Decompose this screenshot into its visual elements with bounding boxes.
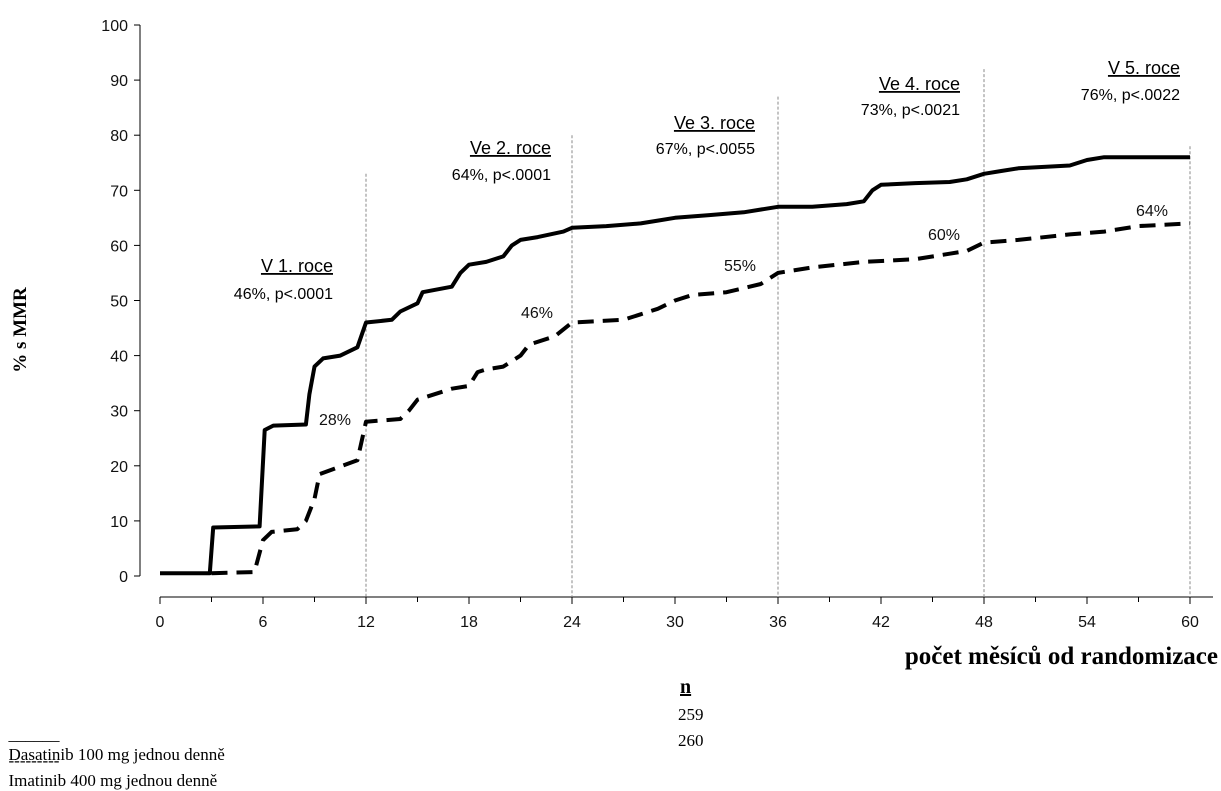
x-tick-label-42: 42 [872, 614, 890, 631]
year-annotation-title-4: Ve 4. roce [879, 74, 960, 94]
mmr-line-chart: 0 10 20 30 40 50 60 70 80 90 100 0 6 12 18 24 30 36 42 48 54… [10, 18, 1218, 670]
year-annotation-title-2: Ve 2. roce [470, 138, 551, 158]
y-tick-label-30: 30 [110, 404, 128, 421]
x-tick-label-18: 18 [460, 614, 478, 631]
y-tick-label-70: 70 [110, 183, 128, 200]
axes: 0 10 20 30 40 50 60 70 80 90 100 0 6 12 18 24 30 36 42 48 54… [101, 18, 1213, 631]
imatinib-pct-label-3: 55% [724, 258, 756, 275]
x-tick-label-30: 30 [666, 614, 684, 631]
series-line-imatinib [211, 221, 1191, 576]
year-annotation-title-3: Ve 3. roce [674, 113, 755, 133]
year-divider-lines [365, 69, 1191, 597]
year-annotation-text-4: 73%, p<.0021 [861, 102, 960, 119]
y-tick-label-20: 20 [110, 459, 128, 476]
year-annotation-text-5: 76%, p<.0022 [1081, 87, 1180, 104]
y-tick-label-40: 40 [110, 349, 128, 366]
year-annotation-text-3: 67%, p<.0055 [656, 141, 755, 158]
year-annotation-text-1: 46%, p<.0001 [234, 286, 333, 303]
y-tick-label-0: 0 [119, 569, 128, 586]
x-tick-label-6: 6 [259, 614, 268, 631]
legend-n-imatinib: 260 [678, 731, 704, 750]
x-tick-label-54: 54 [1078, 614, 1096, 631]
imatinib-pct-label-1: 28% [319, 412, 351, 429]
y-axis-title: % s MMR [10, 287, 31, 373]
x-tick-label-0: 0 [156, 614, 165, 631]
legend-line-solid: ______ [8, 725, 60, 744]
x-tick-label-12: 12 [357, 614, 375, 631]
year-annotations: V 1. roce 46%, p<.0001 Ve 2. roce 64%, p<.0… [234, 58, 1180, 303]
y-tick-label-80: 80 [110, 128, 128, 145]
legend-item-imatinib: --------- Imatinib 400 mg jednou denně [0, 731, 218, 791]
legend-n-header: n [680, 676, 692, 698]
year-annotation-title-1: V 1. roce [261, 256, 333, 276]
series-lines [160, 155, 1191, 576]
x-tick-label-60: 60 [1181, 614, 1199, 631]
y-tick-label-50: 50 [110, 294, 128, 311]
legend-label-imatinib: Imatinib 400 mg jednou denně [8, 771, 218, 790]
legend-n-dasatinib: 259 [678, 705, 704, 724]
y-tick-label-90: 90 [110, 73, 128, 90]
series-line-dasatinib [160, 155, 1190, 576]
imatinib-percent-labels: 28% 46% 55% 60% 64% [319, 203, 1168, 429]
x-axis-title: počet měsíců od randomizace [905, 643, 1218, 670]
x-tick-label-24: 24 [563, 614, 581, 631]
year-annotation-title-5: V 5. roce [1108, 58, 1180, 78]
y-tick-label-60: 60 [110, 238, 128, 255]
x-tick-label-48: 48 [975, 614, 993, 631]
y-tick-label-100: 100 [101, 18, 128, 35]
y-tick-label-10: 10 [110, 514, 128, 531]
imatinib-pct-label-5: 64% [1136, 203, 1168, 220]
year-annotation-text-2: 64%, p<.0001 [452, 167, 551, 184]
imatinib-pct-label-2: 46% [521, 305, 553, 322]
imatinib-pct-label-4: 60% [928, 227, 960, 244]
x-tick-label-36: 36 [769, 614, 787, 631]
